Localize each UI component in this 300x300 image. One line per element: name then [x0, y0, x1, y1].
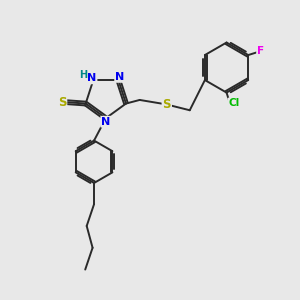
Text: N: N: [115, 72, 124, 82]
Text: S: S: [163, 98, 171, 111]
Text: S: S: [58, 96, 66, 109]
Text: N: N: [87, 74, 97, 83]
Text: H: H: [79, 70, 87, 80]
Text: N: N: [101, 117, 110, 127]
Text: F: F: [257, 46, 264, 56]
Text: Cl: Cl: [228, 98, 239, 109]
